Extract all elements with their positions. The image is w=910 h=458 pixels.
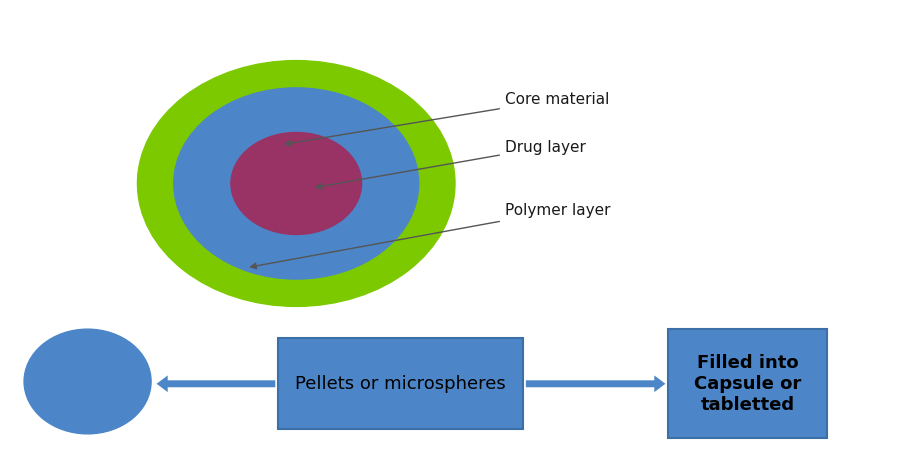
Text: Pellets or microspheres: Pellets or microspheres [295, 375, 506, 393]
Ellipse shape [174, 88, 419, 279]
FancyBboxPatch shape [668, 329, 827, 438]
Text: Filled into
Capsule or
tabletted: Filled into Capsule or tabletted [694, 354, 801, 414]
Text: Drug layer: Drug layer [316, 140, 586, 189]
Ellipse shape [137, 60, 455, 306]
Ellipse shape [231, 132, 361, 234]
Text: Polymer layer: Polymer layer [250, 203, 611, 269]
FancyBboxPatch shape [278, 338, 523, 429]
Ellipse shape [24, 329, 151, 434]
Text: Core material: Core material [285, 92, 610, 146]
